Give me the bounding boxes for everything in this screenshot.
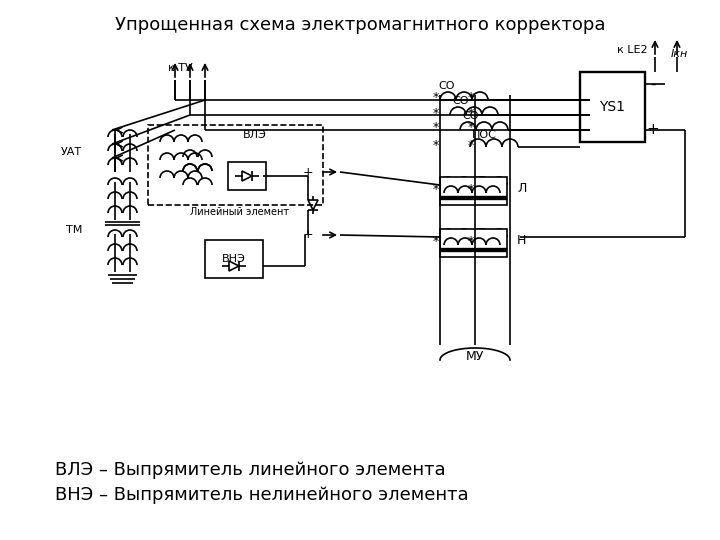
Text: +: + [647,123,660,138]
Bar [205,240,263,278]
Text: *: * [468,106,474,119]
Text: ПОС: ПОС [472,130,497,140]
Text: YS1: YS1 [600,100,626,114]
Text: Н: Н [517,234,526,247]
Text: СО: СО [462,111,479,121]
Text: *: * [468,122,474,134]
Bar [148,125,323,205]
Text: СО: СО [452,96,469,106]
Text: *: * [468,91,474,105]
Bar [580,72,645,142]
Bar [228,162,266,190]
Text: Упрощенная схема электромагнитного корректора: Упрощенная схема электромагнитного корре… [114,16,606,34]
Text: МУ: МУ [466,350,484,363]
Text: *: * [433,234,439,247]
Text: -: - [650,77,656,91]
Text: *: * [468,138,474,152]
Text: к TV: к TV [168,63,193,73]
Text: Линейный элемент: Линейный элемент [190,207,289,217]
Text: ВЛЭ – Выпрямитель линейного элемента: ВЛЭ – Выпрямитель линейного элемента [55,461,446,479]
Text: Iкн: Iкн [670,49,688,59]
Text: *: * [468,183,474,195]
Text: ВНЭ – Выпрямитель нелинейного элемента: ВНЭ – Выпрямитель нелинейного элемента [55,486,469,504]
Text: ТМ: ТМ [66,225,82,235]
Text: *: * [433,138,439,152]
Text: *: * [433,183,439,195]
Text: Л: Л [517,183,526,195]
Text: ВЛЭ: ВЛЭ [243,130,267,140]
Text: *: * [433,122,439,134]
Bar [440,229,507,257]
Text: +: + [302,165,313,179]
Bar [440,177,507,205]
Text: *: * [468,234,474,247]
Text: к LE2: к LE2 [617,45,648,55]
Text: ВНЭ: ВНЭ [222,254,246,264]
Text: +: + [302,228,313,241]
Text: *: * [433,91,439,105]
Text: *: * [433,106,439,119]
Text: СО: СО [438,81,454,91]
Text: УАТ: УАТ [61,147,82,157]
